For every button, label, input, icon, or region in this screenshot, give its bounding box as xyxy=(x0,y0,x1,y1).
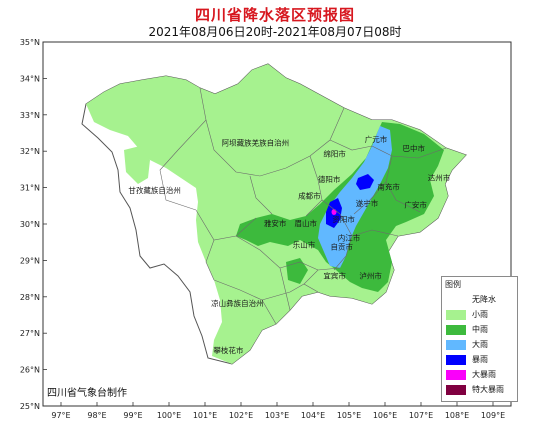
longitude-label: 100°E xyxy=(157,411,181,420)
prefecture-label-luzhou: 泸州市 xyxy=(359,271,382,281)
latitude-label: 32°N xyxy=(20,147,40,156)
issuer-label: 四川省气象台制作 xyxy=(47,388,127,399)
legend-item: 小雨 xyxy=(446,309,514,321)
latitude-label: 30°N xyxy=(20,220,40,229)
legend-label: 大雨 xyxy=(472,340,488,349)
prefecture-label-zigong: 自贡市 xyxy=(331,241,354,251)
legend-label: 中雨 xyxy=(472,325,488,334)
legend-box: 图例 无降水小雨中雨大雨暴雨大暴雨特大暴雨 xyxy=(441,276,518,402)
rainstorm-area-east xyxy=(356,174,374,190)
legend-swatch xyxy=(446,370,466,380)
prefecture-label-leshan: 乐山市 xyxy=(293,240,316,250)
prefecture-label-liangshan: 凉山彝族自治州 xyxy=(211,298,264,308)
legend-label: 大暴雨 xyxy=(472,370,496,379)
longitude-label: 107°E xyxy=(409,411,433,420)
legend-swatch xyxy=(446,295,466,305)
longitude-label: 102°E xyxy=(229,411,253,420)
map-title: 四川省降水落区预报图 xyxy=(194,6,355,24)
latitude-label: 26°N xyxy=(20,366,40,375)
longitude-label: 109°E xyxy=(481,411,505,420)
legend-item: 特大暴雨 xyxy=(446,384,514,396)
legend-swatch xyxy=(446,325,466,335)
legend-item: 大雨 xyxy=(446,339,514,351)
prefecture-label-yaan: 雅安市 xyxy=(264,218,287,228)
longitude-label: 98°E xyxy=(87,411,106,420)
legend-item: 大暴雨 xyxy=(446,369,514,381)
longitude-label: 99°E xyxy=(123,411,142,420)
longitude-label: 103°E xyxy=(265,411,289,420)
legend-swatch xyxy=(446,310,466,320)
prefecture-label-nanchong: 南充市 xyxy=(377,181,400,191)
latitude-label: 25°N xyxy=(20,402,40,411)
latitude-label: 27°N xyxy=(20,329,40,338)
longitude-label: 97°E xyxy=(51,411,70,420)
light-rain-west-patch xyxy=(124,146,150,184)
legend-item: 中雨 xyxy=(446,324,514,336)
prefecture-label-ziyang: 资阳市 xyxy=(332,214,355,224)
legend-swatch xyxy=(446,385,466,395)
heavy-rain-area xyxy=(318,126,392,268)
prefecture-label-meishan: 眉山市 xyxy=(295,218,318,228)
prefecture-label-yibin: 宜宾市 xyxy=(323,271,346,281)
longitude-label: 101°E xyxy=(193,411,217,420)
longitude-label: 106°E xyxy=(373,411,397,420)
prefecture-label-deyang: 德阳市 xyxy=(318,174,341,184)
legend-label: 无降水 xyxy=(472,295,496,304)
forecast-period: 2021年08月06日20时-2021年08月07日08时 xyxy=(148,25,402,39)
prefecture-label-dazhou: 达州市 xyxy=(428,172,451,182)
prefecture-boundaries xyxy=(159,87,447,325)
legend-title: 图例 xyxy=(445,280,461,289)
legend-swatch xyxy=(446,355,466,365)
longitude-label: 105°E xyxy=(337,411,361,420)
latitude-labels: 35°N 34°N 33°N 32°N 31°N 30°N 29°N 28°N 27°N 26°N… xyxy=(20,38,47,411)
legend-label: 暴雨 xyxy=(472,355,488,364)
latitude-label: 31°N xyxy=(20,184,40,193)
legend-swatch xyxy=(446,340,466,350)
latitude-label: 34°N xyxy=(20,74,40,83)
longitude-label: 108°E xyxy=(445,411,469,420)
prefecture-label-chengdu: 成都市 xyxy=(298,191,321,201)
prefecture-label-neijiang: 内江市 xyxy=(338,232,361,242)
longitude-labels: 97°E 98°E 99°E 100°E 101°E 102°E 103°E 104°E 105… xyxy=(51,402,505,420)
legend-label: 特大暴雨 xyxy=(472,385,504,394)
prefecture-label-bazhong: 巴中市 xyxy=(403,143,426,153)
heavy-rainstorm-core xyxy=(331,209,337,215)
latitude-label: 29°N xyxy=(20,256,40,265)
legend-item: 无降水 xyxy=(446,294,514,306)
prefecture-label-guangyuan: 广元市 xyxy=(365,134,388,144)
prefecture-label-aba: 阿坝藏族羌族自治州 xyxy=(222,138,290,148)
prefecture-label-panzhihua: 攀枝花市 xyxy=(213,345,243,355)
legend-label: 小雨 xyxy=(472,310,488,319)
longitude-label: 104°E xyxy=(301,411,325,420)
prefecture-label-ganzi: 甘孜藏族自治州 xyxy=(128,185,181,195)
latitude-label: 33°N xyxy=(20,111,40,120)
legend-item: 暴雨 xyxy=(446,354,514,366)
latitude-label: 28°N xyxy=(20,293,40,302)
prefecture-label-suining: 遂宁市 xyxy=(356,198,379,208)
prefecture-label-guangan: 广安市 xyxy=(404,200,427,210)
prefecture-label-mianyang: 绵阳市 xyxy=(323,149,346,159)
latitude-label: 35°N xyxy=(20,38,40,47)
